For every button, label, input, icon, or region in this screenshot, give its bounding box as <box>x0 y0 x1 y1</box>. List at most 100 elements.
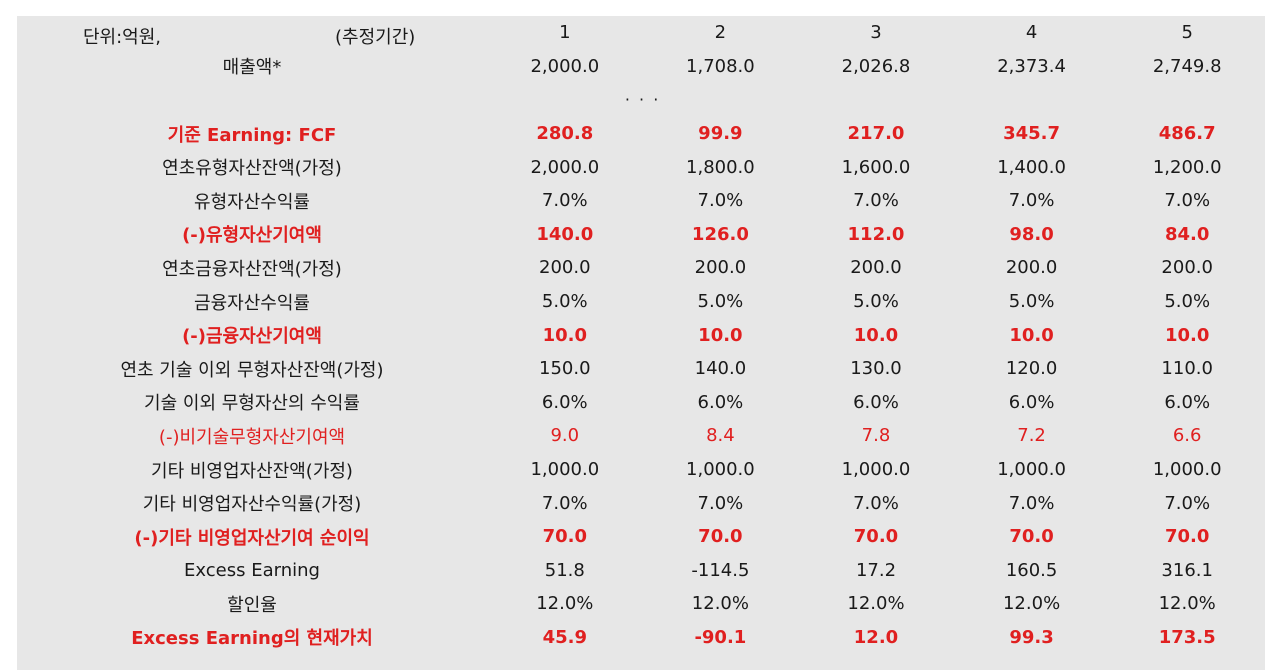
row-value: 12.0% <box>847 593 905 615</box>
table-row: Excess Earning의 현재가치 45.9 -90.1 12.0 99.3 173… <box>17 621 1265 655</box>
table-row: 연초금융자산잔액(가정) 200.0 200.0 200.0 200.0 200.0 <box>17 251 1265 285</box>
row-label: (-)금융자산기여액 <box>182 326 322 348</box>
row-value: 316.1 <box>1161 559 1213 581</box>
row-value: 1,000.0 <box>997 459 1066 481</box>
row-label: (-)기타 비영업자산기여 순이익 <box>134 527 370 549</box>
table-row: 유형자산수익률 7.0% 7.0% 7.0% 7.0% 7.0% <box>17 184 1265 218</box>
row-value: 70.0 <box>853 526 899 548</box>
row-value: 150.0 <box>539 358 591 380</box>
row-value: 12.0% <box>691 593 749 615</box>
table-row: 기타 비영업자산수익률(가정) 7.0% 7.0% 7.0% 7.0% 7.0% <box>17 486 1265 520</box>
row-value: 1,400.0 <box>997 156 1066 178</box>
row-value: 110.0 <box>1161 358 1213 380</box>
row-value: 6.0% <box>541 391 588 413</box>
row-label: 금융자산수익률 <box>194 292 310 314</box>
row-value: 200.0 <box>1161 257 1213 279</box>
row-value: 10.0 <box>1164 324 1210 346</box>
row-value: 5.0% <box>853 291 899 313</box>
row-value: 200.0 <box>850 257 902 279</box>
row-value: 2,026.8 <box>841 55 911 77</box>
ellipsis-row: · · · <box>17 83 1265 117</box>
table-row: 기준 Earning: FCF 280.8 99.9 217.0 345.7 486.7 <box>17 117 1265 151</box>
row-value: 140.0 <box>536 223 594 245</box>
row-value: 1,800.0 <box>686 156 755 178</box>
row-value: 5.0% <box>1164 291 1211 313</box>
row-value: 7.0% <box>853 492 899 514</box>
row-value: 12.0% <box>1158 593 1216 615</box>
row-value: 6.0% <box>697 391 744 413</box>
row-value: 1,000.0 <box>686 459 755 481</box>
row-value: 7.0% <box>1008 492 1055 514</box>
row-label: Excess Earning의 현재가치 <box>131 628 373 650</box>
row-value: 7.0% <box>1164 492 1211 514</box>
row-value: 10.0 <box>1009 324 1054 346</box>
row-value: 84.0 <box>1164 223 1210 245</box>
row-value: 280.8 <box>536 123 594 145</box>
period-header: 5 <box>1181 22 1193 44</box>
row-value: 99.3 <box>1009 626 1054 648</box>
table-row: (-)비기술무형자산기여액 9.0 8.4 7.8 7.2 6.6 <box>17 419 1265 453</box>
row-value: 2,000.0 <box>530 55 600 77</box>
table-row: 매출액* 2,000.0 1,708.0 2,026.8 2,373.4 2,7… <box>17 50 1265 84</box>
row-value: 1,000.0 <box>530 459 600 481</box>
period-label: (추정기간) <box>335 27 416 48</box>
row-label: 연초금융자산잔액(가정) <box>162 258 342 280</box>
table-row: (-)유형자산기여액 140.0 126.0 112.0 98.0 84.0 <box>17 218 1265 252</box>
row-value: 5.0% <box>541 291 588 313</box>
row-value: 486.7 <box>1158 123 1216 145</box>
row-label: (-)비기술무형자산기여액 <box>158 426 346 448</box>
row-value: 12.0% <box>1002 593 1061 615</box>
row-value: 2,749.8 <box>1152 55 1222 77</box>
row-value: 6.6 <box>1172 425 1202 447</box>
row-value: 10.0 <box>542 324 587 346</box>
row-value: 112.0 <box>847 223 905 245</box>
row-value: 12.0 <box>853 626 899 648</box>
period-header: 4 <box>1025 22 1038 44</box>
row-value: -114.5 <box>691 559 750 581</box>
table-row: Excess Earning 51.8 -114.5 17.2 160.5 316.1 <box>17 554 1265 588</box>
row-value: 217.0 <box>847 123 905 145</box>
row-value: 70.0 <box>1164 526 1210 548</box>
table-row: 기술 이외 무형자산의 수익률 6.0% 6.0% 6.0% 6.0% 6.0% <box>17 386 1265 420</box>
row-value: 70.0 <box>542 526 587 548</box>
row-value: 10.0 <box>853 324 899 346</box>
row-value: 160.5 <box>1005 559 1058 581</box>
row-value: 7.8 <box>861 425 891 447</box>
row-value: 5.0% <box>697 291 744 313</box>
row-value: 173.5 <box>1158 626 1216 648</box>
table-row: (-)금융자산기여액 10.0 10.0 10.0 10.0 10.0 <box>17 318 1265 352</box>
row-label: 할인율 <box>227 594 277 616</box>
table-row: 기타 비영업자산잔액(가정) 1,000.0 1,000.0 1,000.0 1,000… <box>17 453 1265 487</box>
period-header: 3 <box>870 22 882 44</box>
row-value: 130.0 <box>850 358 902 380</box>
header-row: 단위:억원, (추정기간) 1 2 3 4 5 <box>17 16 1265 50</box>
row-value: 6.0% <box>853 391 899 413</box>
row-value: 70.0 <box>1009 526 1054 548</box>
row-value: 5.0% <box>1008 291 1055 313</box>
row-value: 1,000.0 <box>841 459 911 481</box>
unit-label: 단위:억원, <box>83 27 162 48</box>
row-value: 8.4 <box>706 425 735 447</box>
row-label: 기술 이외 무형자산의 수익률 <box>144 393 360 415</box>
row-value: 7.0% <box>697 190 744 212</box>
row-value: 99.9 <box>698 123 743 145</box>
row-value: 140.0 <box>694 358 747 380</box>
row-value: 17.2 <box>855 559 897 581</box>
row-value: 200.0 <box>1005 257 1058 279</box>
row-value: -90.1 <box>694 626 747 648</box>
row-value: 126.0 <box>691 223 749 245</box>
row-value: 200.0 <box>694 257 747 279</box>
row-value: 120.0 <box>1005 358 1058 380</box>
table-row: 연초유형자산잔액(가정) 2,000.0 1,800.0 1,600.0 1,400.0… <box>17 150 1265 184</box>
row-label: Excess Earning <box>184 559 320 581</box>
row-value: 51.8 <box>544 559 585 581</box>
table-row: 연초 기술 이외 무형자산잔액(가정) 150.0 140.0 130.0 120.0 1… <box>17 352 1265 386</box>
row-label: 연초 기술 이외 무형자산잔액(가정) <box>120 359 384 381</box>
row-label: 기준 Earning: FCF <box>167 124 337 146</box>
row-value: 9.0 <box>550 425 580 447</box>
period-header: 1 <box>559 22 571 44</box>
row-label: 연초유형자산잔액(가정) <box>162 158 342 180</box>
row-value: 6.0% <box>1164 391 1211 413</box>
row-label: 기타 비영업자산잔액(가정) <box>151 460 353 482</box>
table-row: 금융자산수익률 5.0% 5.0% 5.0% 5.0% 5.0% <box>17 285 1265 319</box>
